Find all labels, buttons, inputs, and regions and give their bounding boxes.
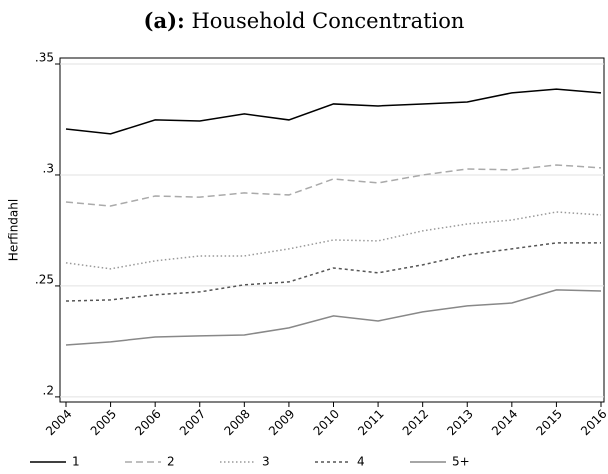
x-tick-label: 2010 [311,407,342,438]
legend-label: 5+ [452,455,470,469]
y-axis-label: Herfindahl [7,199,21,261]
x-tick-label: 2007 [177,407,208,438]
x-tick-label: 2005 [88,407,119,438]
x-tick-label: 2014 [489,407,520,438]
y-tick-label: .25 [35,272,54,286]
x-tick-label: 2008 [221,407,252,438]
title-prefix: (a): [144,8,185,33]
legend-label: 2 [167,455,175,469]
y-tick-label: .3 [43,161,54,175]
title-text: Household Concentration [191,9,464,33]
x-tick-label: 2011 [355,407,386,438]
series-line [65,88,602,135]
legend-label: 3 [262,455,270,469]
chart-title: (a): Household Concentration [144,8,465,33]
series-line [65,242,601,302]
legend-label: 4 [357,455,365,469]
x-tick-label: 2006 [132,407,163,438]
plot-frame [59,57,605,403]
y-tick-label: .2 [43,383,54,397]
series-line [65,211,602,270]
x-tick-label: 2012 [400,407,431,438]
legend-label: 1 [72,455,80,469]
x-tick-label: 2009 [266,407,297,438]
y-tick-label: .35 [35,50,54,64]
x-tick-label: 2015 [534,407,565,438]
series-line [65,164,602,207]
x-tick-label: 2004 [43,407,74,438]
series-line [65,289,602,346]
x-tick-label: 2016 [578,407,608,438]
x-tick-label: 2013 [444,407,475,438]
